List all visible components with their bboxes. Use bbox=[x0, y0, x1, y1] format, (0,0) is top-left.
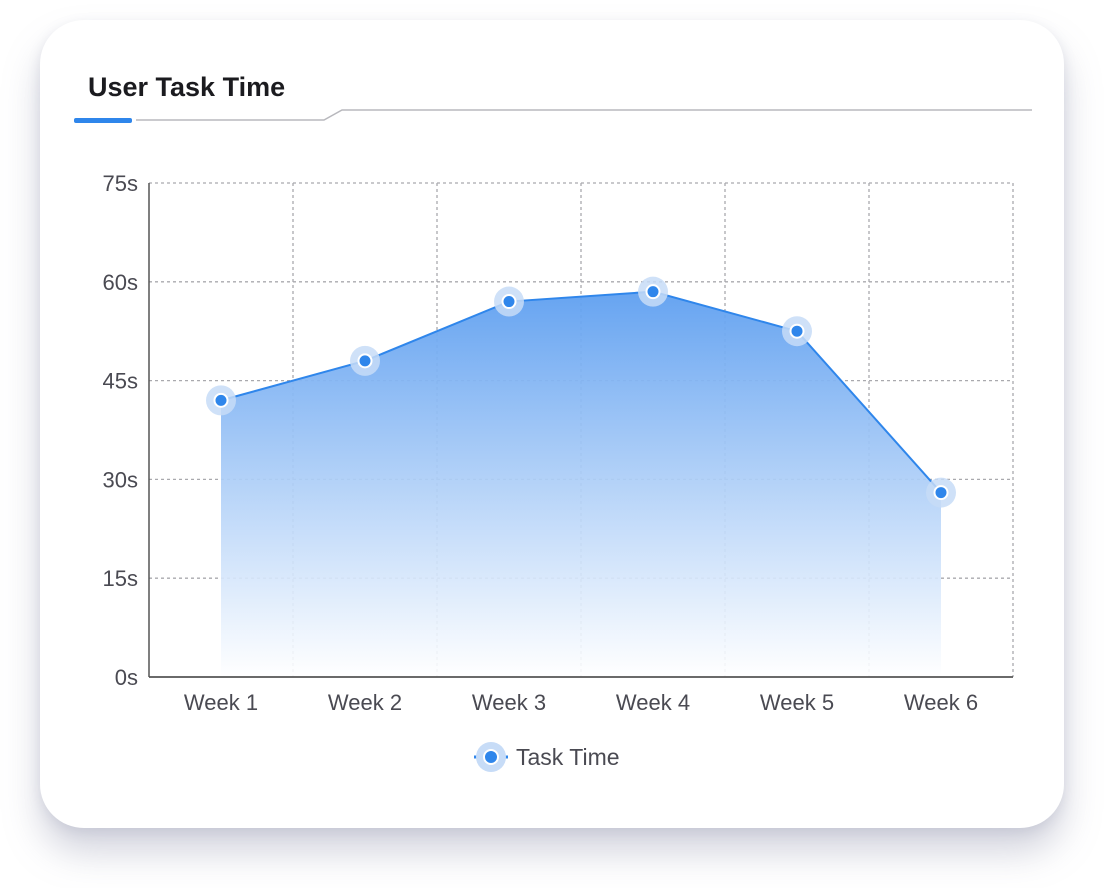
data-point[interactable] bbox=[350, 345, 380, 376]
data-point-dot bbox=[501, 294, 517, 310]
x-tick-label: Week 3 bbox=[472, 690, 546, 715]
x-tick-label: Week 2 bbox=[328, 690, 402, 715]
data-point-dot bbox=[213, 392, 229, 408]
data-point-dot bbox=[645, 284, 661, 300]
x-tick-label: Week 5 bbox=[760, 690, 834, 715]
y-axis-ticks: 0s 15s 30s 45s 60s 75s bbox=[103, 171, 138, 690]
x-axis-ticks: Week 1 Week 2 Week 3 Week 4 Week 5 Week 6 bbox=[184, 690, 978, 715]
data-point[interactable] bbox=[494, 286, 524, 317]
y-tick-label: 45s bbox=[103, 369, 138, 394]
x-tick-label: Week 6 bbox=[904, 690, 978, 715]
x-tick-label: Week 1 bbox=[184, 690, 258, 715]
series-area bbox=[220, 290, 942, 677]
title-accent-bar bbox=[74, 118, 132, 123]
chart-title: User Task Time bbox=[88, 72, 286, 102]
y-tick-label: 60s bbox=[103, 270, 138, 295]
data-point-dot bbox=[933, 485, 949, 501]
data-point-dot bbox=[789, 323, 805, 339]
axes bbox=[148, 183, 1013, 678]
y-tick-label: 0s bbox=[115, 665, 138, 690]
data-point[interactable] bbox=[638, 276, 668, 307]
y-tick-label: 30s bbox=[103, 467, 138, 492]
data-point-dot bbox=[357, 353, 373, 369]
y-tick-label: 15s bbox=[103, 566, 138, 591]
x-tick-label: Week 4 bbox=[616, 690, 690, 715]
series-line bbox=[220, 290, 942, 494]
data-point[interactable] bbox=[206, 385, 236, 416]
legend-marker-icon bbox=[474, 740, 508, 774]
legend[interactable]: Task Time bbox=[474, 740, 620, 774]
area-fill bbox=[221, 291, 941, 677]
legend-label: Task Time bbox=[516, 743, 620, 770]
data-points bbox=[206, 276, 956, 508]
data-point[interactable] bbox=[782, 316, 812, 347]
title-underline bbox=[136, 109, 1032, 121]
data-point[interactable] bbox=[926, 477, 956, 508]
y-tick-label: 75s bbox=[103, 171, 138, 196]
